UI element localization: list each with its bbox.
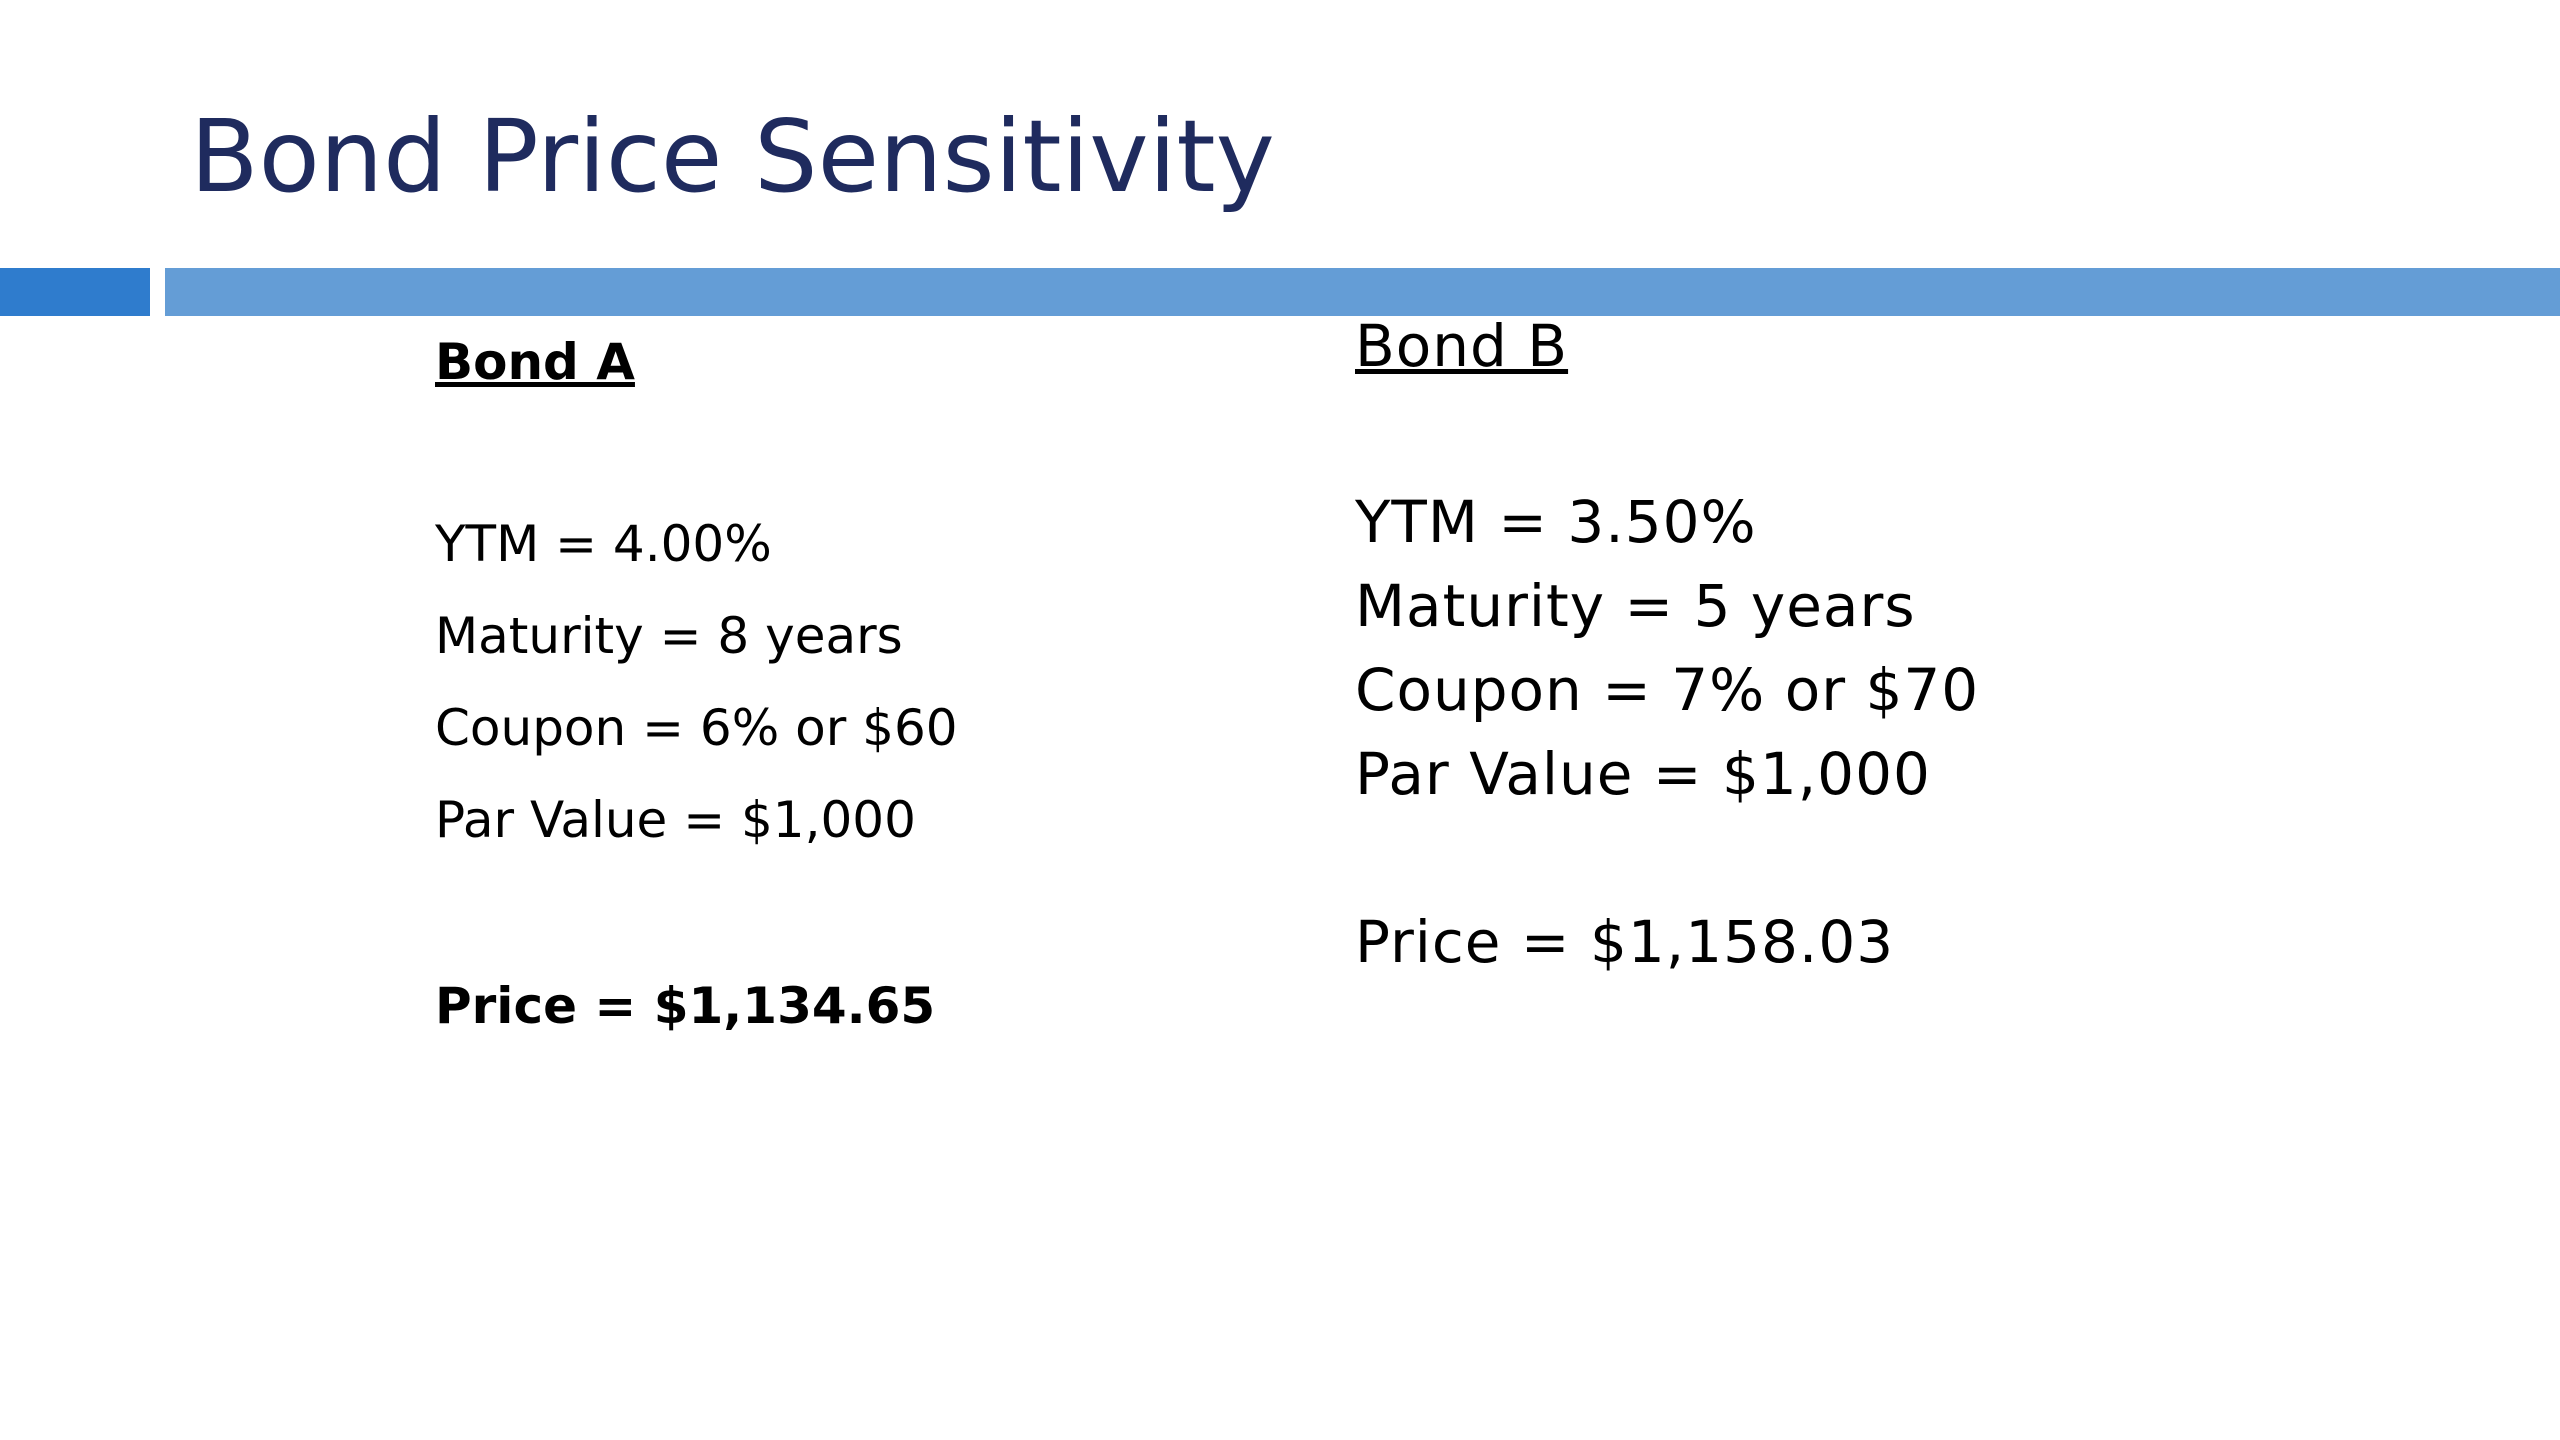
slide-title: Bond Price Sensitivity [190,98,1275,215]
accent-bar-left [0,268,150,316]
accent-bar-main [165,268,2560,316]
bond-b-column: Bond B YTM = 3.50% Maturity = 5 years Co… [1355,304,1979,984]
bond-a-heading: Bond A [435,333,635,391]
bond-b-heading: Bond B [1355,312,1569,380]
bond-a-maturity: Maturity = 8 years [435,607,903,665]
bond-b-ytm: YTM = 3.50% [1355,488,1757,556]
bond-b-price: Price = $1,158.03 [1355,908,1895,976]
bond-a-coupon: Coupon = 6% or $60 [435,699,958,757]
bond-b-maturity: Maturity = 5 years [1355,572,1916,640]
bond-a-par-value: Par Value = $1,000 [435,791,916,849]
bond-a-price: Price = $1,134.65 [435,977,936,1035]
bond-a-column: Bond A YTM = 4.00% Maturity = 8 years Co… [435,322,958,1052]
bond-b-par-value: Par Value = $1,000 [1355,740,1931,808]
bond-b-coupon: Coupon = 7% or $70 [1355,656,1980,724]
bond-a-ytm: YTM = 4.00% [435,515,772,573]
